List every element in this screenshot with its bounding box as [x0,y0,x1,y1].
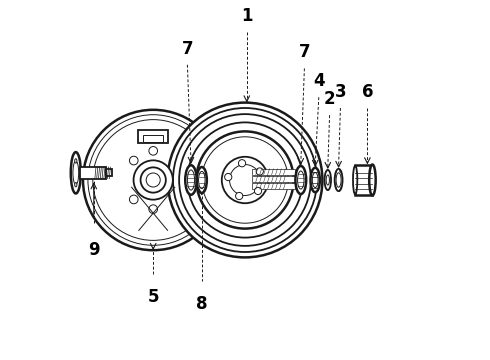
Ellipse shape [74,183,77,187]
Text: 7: 7 [182,40,193,58]
Text: 1: 1 [241,7,252,25]
Text: 7: 7 [298,43,310,61]
Bar [143,135,163,142]
Circle shape [236,192,243,199]
Circle shape [187,122,303,238]
Circle shape [88,115,219,245]
Ellipse shape [335,169,343,191]
Circle shape [83,110,223,250]
Circle shape [146,173,160,187]
Circle shape [254,187,262,194]
Circle shape [129,195,138,204]
Circle shape [239,159,245,167]
Ellipse shape [297,171,304,189]
Text: 9: 9 [88,241,99,259]
Ellipse shape [73,161,79,184]
Ellipse shape [74,159,77,163]
Bar [252,176,295,182]
Circle shape [141,167,166,193]
Ellipse shape [336,173,341,187]
Ellipse shape [185,165,197,195]
Text: 4: 4 [313,72,324,90]
Circle shape [202,137,288,223]
Circle shape [196,131,294,229]
Ellipse shape [187,170,195,190]
Circle shape [256,168,263,175]
Ellipse shape [71,152,81,194]
Ellipse shape [353,166,357,194]
Circle shape [149,147,157,155]
Circle shape [229,165,261,195]
Ellipse shape [369,165,376,195]
Text: 2: 2 [324,90,336,108]
Bar [80,167,106,179]
Text: 3: 3 [335,83,346,101]
Circle shape [134,160,173,200]
Bar [355,165,372,195]
Ellipse shape [311,168,320,192]
Circle shape [224,174,232,181]
Ellipse shape [326,175,329,185]
Bar [252,169,295,175]
Ellipse shape [295,166,306,194]
Text: 6: 6 [362,83,373,101]
Bar [252,183,295,189]
Bar [138,130,169,144]
Circle shape [129,156,138,165]
Ellipse shape [312,172,318,188]
Text: 8: 8 [196,295,208,313]
Circle shape [179,114,311,246]
Ellipse shape [198,171,205,189]
Circle shape [149,205,157,213]
Ellipse shape [324,170,331,190]
Circle shape [222,157,268,203]
Ellipse shape [197,167,207,193]
Circle shape [93,120,214,240]
Text: 5: 5 [147,288,159,306]
Circle shape [173,108,317,252]
Bar [106,169,112,176]
Circle shape [168,103,322,257]
